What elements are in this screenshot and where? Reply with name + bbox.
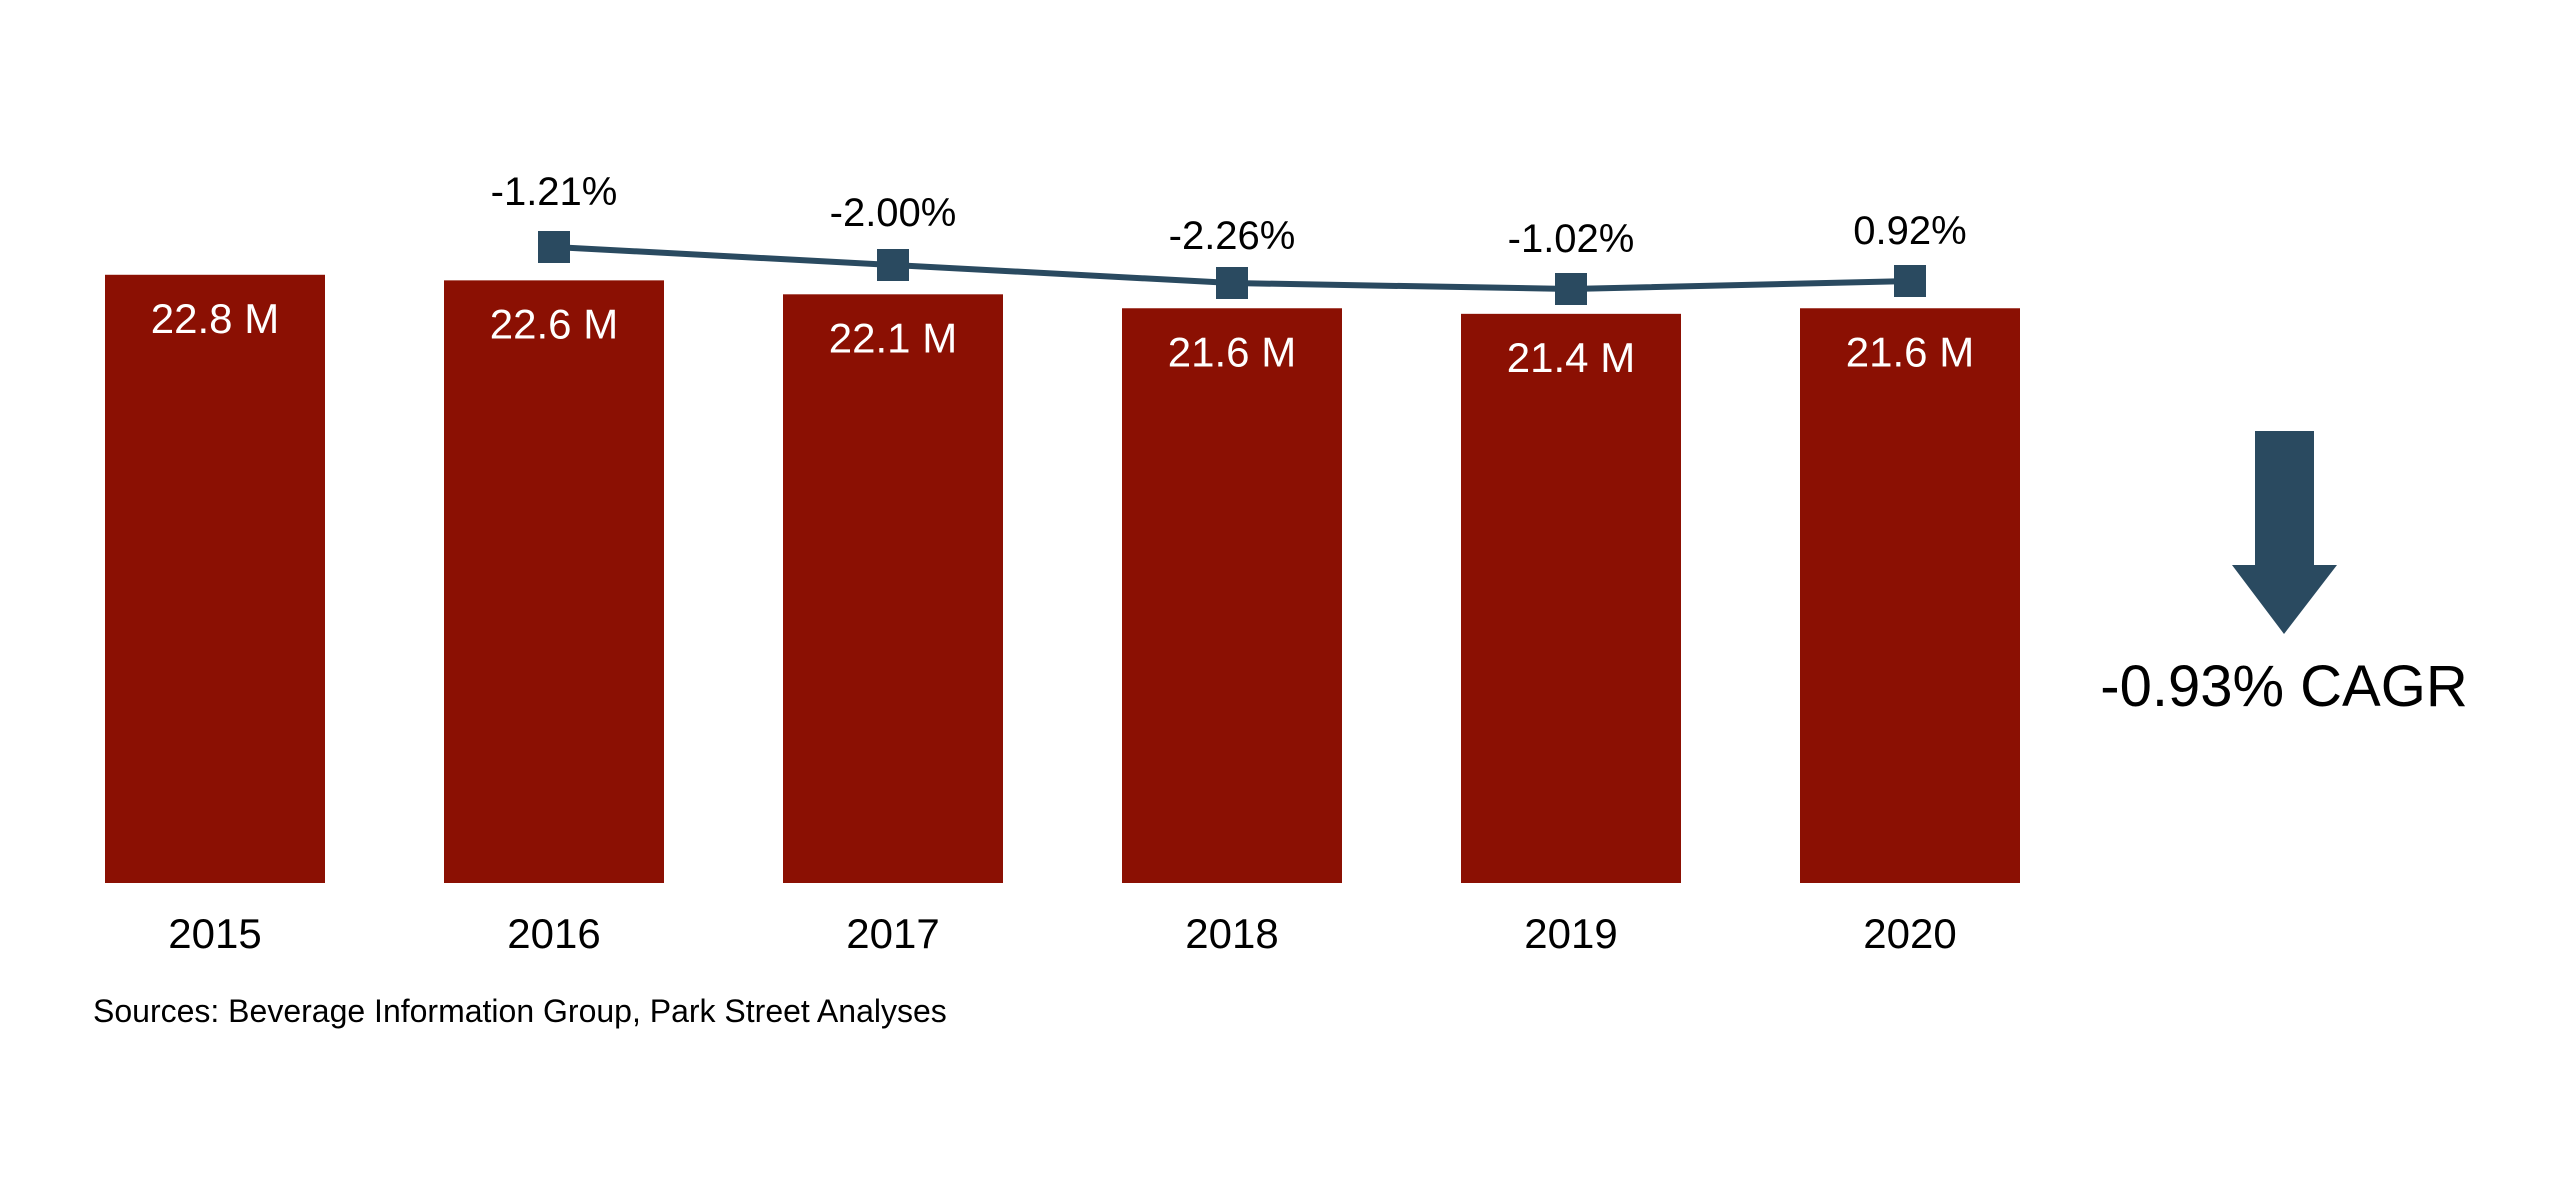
growth-marker — [538, 231, 570, 263]
cagr-annotation: -0.93% CAGR — [2100, 654, 2467, 719]
x-tick-label: 2018 — [1185, 910, 1278, 957]
source-note: Sources: Beverage Information Group, Par… — [93, 993, 947, 1029]
growth-label: -1.21% — [491, 170, 618, 214]
bar-2017 — [783, 294, 1003, 883]
bars-group: 22.8 M 22.6 M 22.1 M 21.6 M 21.4 M 21.6 M — [105, 274, 2020, 884]
x-tick-label: 2020 — [1863, 910, 1956, 957]
growth-line-group: -1.21% -2.00% -2.26% -1.02% 0.92% — [491, 170, 1967, 305]
bar-2020 — [1800, 308, 2020, 883]
growth-label: -2.00% — [830, 191, 957, 235]
bar-2018 — [1122, 308, 1342, 883]
bar-value-label: 21.4 M — [1507, 334, 1635, 381]
bar-value-label: 21.6 M — [1846, 328, 1974, 375]
growth-label: 0.92% — [1853, 209, 1966, 253]
bar-2019 — [1461, 313, 1681, 884]
growth-marker — [1555, 273, 1587, 305]
bar-value-label: 22.6 M — [490, 300, 618, 347]
x-tick-label: 2017 — [846, 910, 939, 957]
growth-label: -1.02% — [1508, 217, 1635, 261]
x-tick-label: 2016 — [507, 910, 600, 957]
x-tick-label: 2015 — [168, 910, 261, 957]
x-axis-labels: 2015 2016 2017 2018 2019 2020 — [168, 910, 1956, 957]
growth-marker — [1894, 265, 1926, 297]
bar-value-label: 22.1 M — [829, 314, 957, 361]
down-arrow-icon — [2232, 431, 2337, 634]
bar-value-label: 21.6 M — [1168, 328, 1296, 375]
growth-label: -2.26% — [1169, 214, 1296, 258]
bar-value-label: 22.8 M — [151, 295, 279, 342]
bar-2015 — [105, 274, 325, 883]
growth-marker — [877, 249, 909, 281]
x-tick-label: 2019 — [1524, 910, 1617, 957]
growth-marker — [1216, 267, 1248, 299]
bar-2016 — [444, 280, 664, 883]
